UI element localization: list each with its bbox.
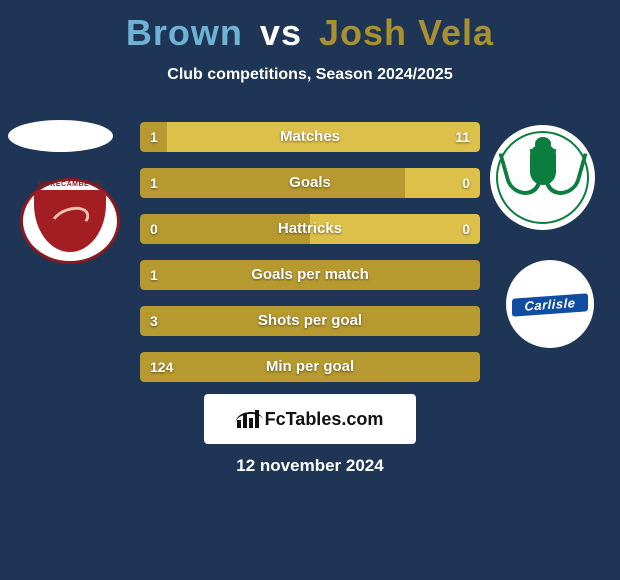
stat-label: Matches xyxy=(140,122,480,152)
stat-row: Min per goal124 xyxy=(140,352,480,382)
comparison-chart: Matches111Goals10Hattricks00Goals per ma… xyxy=(140,122,480,398)
stat-value-left: 124 xyxy=(150,352,173,382)
player2-badge-2: Carlisle xyxy=(506,260,594,348)
site-credit: FcTables.com xyxy=(204,394,416,444)
eagle-wings-icon xyxy=(504,151,582,199)
stat-value-left: 0 xyxy=(150,214,158,244)
stat-row: Matches111 xyxy=(140,122,480,152)
subtitle: Club competitions, Season 2024/2025 xyxy=(0,66,620,84)
stat-value-right: 0 xyxy=(462,214,470,244)
vs-separator: vs xyxy=(260,12,302,53)
stat-value-left: 1 xyxy=(150,260,158,290)
stat-label: Goals per match xyxy=(140,260,480,290)
fctables-logo-icon xyxy=(237,410,259,428)
stat-value-left: 1 xyxy=(150,122,158,152)
stat-row: Goals per match1 xyxy=(140,260,480,290)
stat-value-right: 0 xyxy=(462,168,470,198)
stat-row: Goals1 0 xyxy=(140,168,480,198)
comparison-title: Brown vs Josh Vela xyxy=(0,0,620,54)
site-name: FcTables.com xyxy=(265,409,384,430)
stat-label: Goals xyxy=(140,168,480,198)
stat-value-right: 11 xyxy=(455,122,470,152)
stat-value-left: 3 xyxy=(150,306,158,336)
crest-top-text: MORECAMBE FC xyxy=(20,181,120,188)
player1-badge-1 xyxy=(8,120,113,152)
player1-name: Brown xyxy=(126,12,243,53)
player2-badge-1 xyxy=(490,125,595,230)
stat-label: Min per goal xyxy=(140,352,480,382)
player1-badge-2: MORECAMBE FC xyxy=(20,178,120,264)
crest-band-text: Carlisle xyxy=(512,293,588,316)
player2-name: Josh Vela xyxy=(319,12,494,53)
stat-row: Shots per goal3 xyxy=(140,306,480,336)
stat-label: Shots per goal xyxy=(140,306,480,336)
snapshot-date: 12 november 2024 xyxy=(0,456,620,476)
stat-row: Hattricks0 0 xyxy=(140,214,480,244)
stat-value-left: 1 xyxy=(150,168,158,198)
crest-band: Carlisle xyxy=(512,293,588,316)
stat-label: Hattricks xyxy=(140,214,480,244)
